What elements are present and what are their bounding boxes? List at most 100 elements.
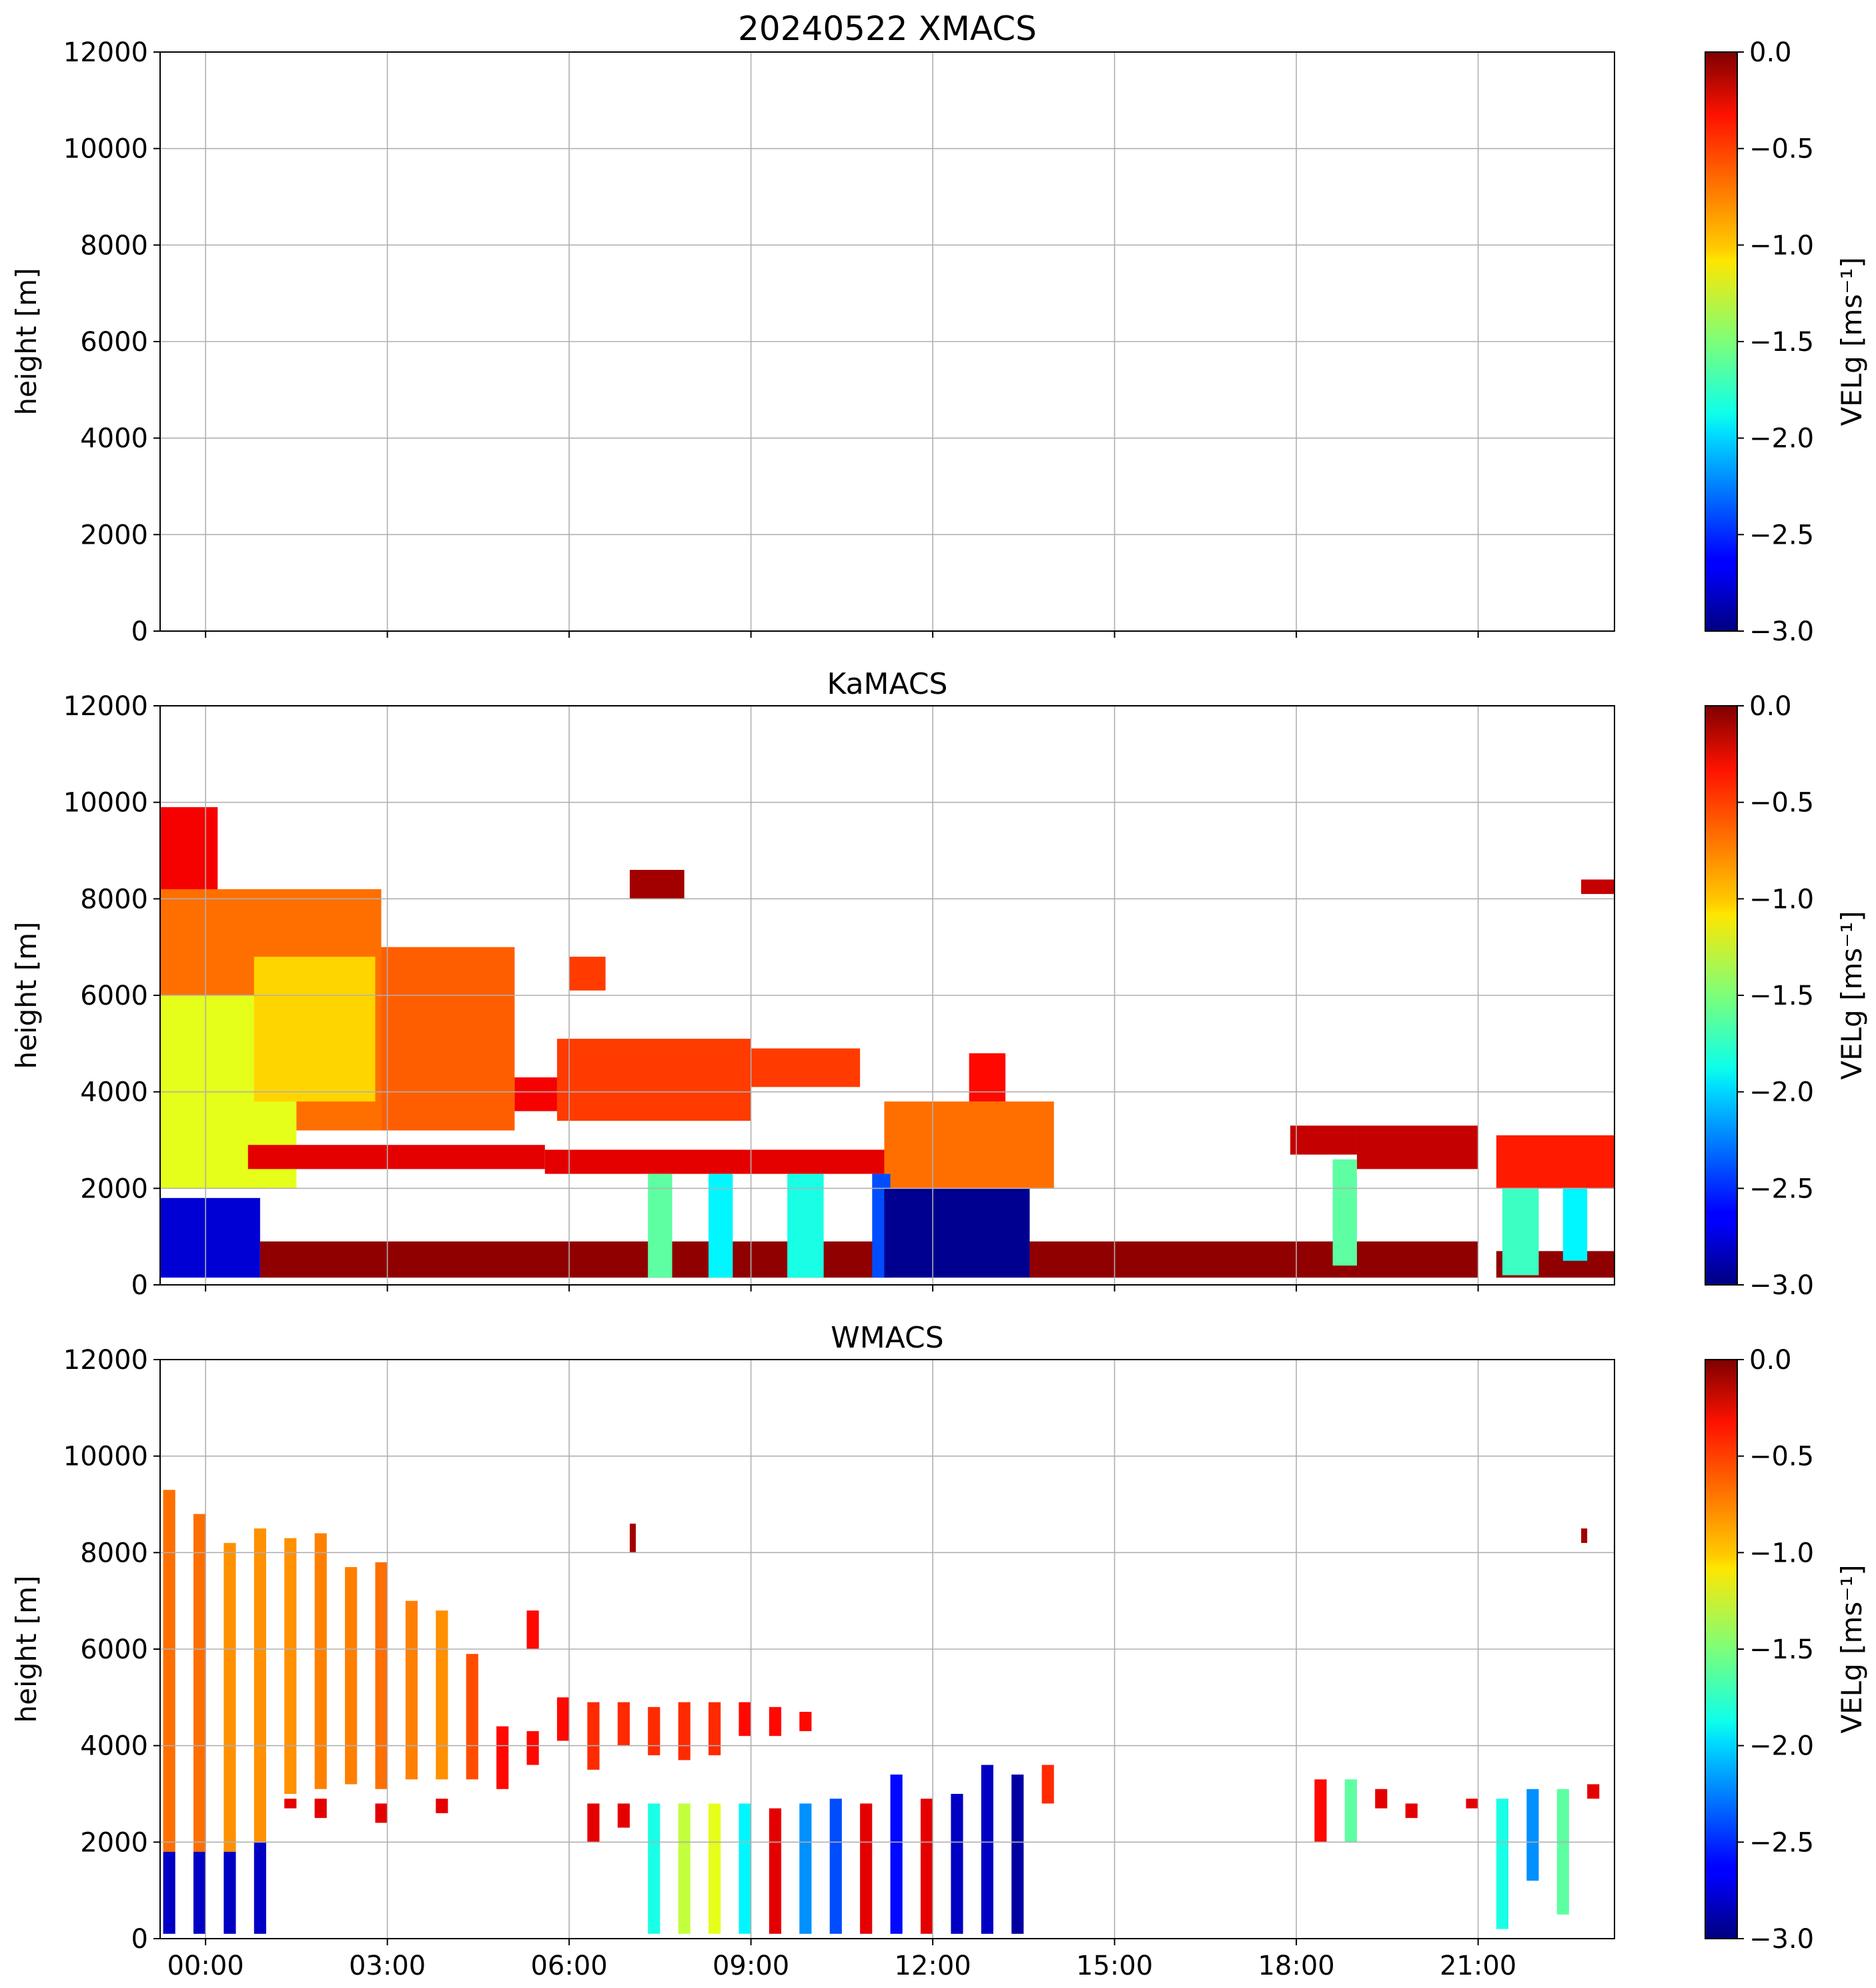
y-axis-label: height [m] <box>10 1576 43 1723</box>
data-cell <box>769 1706 782 1736</box>
y-tick-label: 6000 <box>80 327 148 358</box>
data-cell <box>436 1610 448 1780</box>
data-cell <box>466 1654 478 1780</box>
y-tick-label: 8000 <box>80 230 148 261</box>
y-tick-label: 0 <box>131 616 148 647</box>
colorbar: 0.0 −0.5 −1.0 −1.5 −2.0 −2.5 −3.0 VELg [ms⁻¹] <box>1705 691 1868 1301</box>
data-cell <box>629 869 684 899</box>
y-tick-label: 6000 <box>80 981 148 1011</box>
data-cell <box>260 1241 885 1278</box>
data-cell <box>890 1775 903 1934</box>
data-cell <box>514 1077 557 1111</box>
y-axis-label: height [m] <box>10 922 43 1069</box>
y-tick-label: 4000 <box>80 424 148 454</box>
y-tick-label: 10000 <box>63 134 148 165</box>
data-cell <box>556 1697 570 1741</box>
data-cell <box>1332 1159 1357 1266</box>
panel-wmacs: 0 2000 4000 6000 8000 10000 12000 00:00 03:00 06:… <box>10 1321 1868 1981</box>
data-cell <box>1502 1188 1539 1276</box>
colorbar-tick-label: −2.0 <box>1749 424 1814 454</box>
colorbar-gradient <box>1705 705 1738 1286</box>
colorbar-tick-label: −3.0 <box>1749 1924 1814 1955</box>
panel-kamacs: 0 2000 4000 6000 8000 10000 12000 height [m] KaM… <box>10 667 1868 1301</box>
y-tick-label: 6000 <box>80 1634 148 1665</box>
data-layer <box>160 807 1614 1278</box>
data-cell <box>193 1851 206 1934</box>
colorbar-tick-label: −1.5 <box>1749 1634 1814 1665</box>
x-tick-label: 18:00 <box>1258 1951 1334 1981</box>
y-tick-label: 12000 <box>63 1345 148 1376</box>
data-cell <box>739 1702 751 1736</box>
data-cell <box>496 1726 509 1789</box>
colorbar-tick-label: −2.0 <box>1749 1077 1814 1108</box>
colorbar-tick-label: −1.0 <box>1749 884 1814 915</box>
colorbar-tick-label: −0.5 <box>1749 788 1814 819</box>
data-cell <box>587 1803 600 1843</box>
data-cell <box>405 1600 418 1780</box>
data-cell <box>951 1794 963 1934</box>
data-cell <box>314 1799 327 1819</box>
colorbar-label: VELg [ms⁻¹] <box>1835 257 1868 426</box>
colorbar-tick-label: −2.5 <box>1749 1173 1814 1204</box>
colorbar-tick-label: 0.0 <box>1749 1345 1792 1376</box>
colorbar-tick-label: −3.0 <box>1749 1270 1814 1301</box>
y-tick-label: 2000 <box>80 1827 148 1858</box>
data-layer <box>163 1490 1600 1934</box>
data-cell <box>1356 1125 1478 1169</box>
data-cell <box>709 1803 721 1934</box>
colorbar-tick-label: −0.5 <box>1749 1442 1814 1472</box>
data-cell <box>345 1567 358 1785</box>
data-cell <box>375 1803 388 1823</box>
x-tick-label: 21:00 <box>1440 1951 1516 1981</box>
data-cell <box>254 957 376 1102</box>
data-cell <box>284 1799 297 1809</box>
panel-title: KaMACS <box>827 667 948 701</box>
colorbar-tick-label: −1.5 <box>1749 327 1814 358</box>
data-cell <box>1375 1789 1388 1809</box>
data-cell <box>981 1765 993 1934</box>
data-cell <box>1041 1765 1054 1804</box>
y-tick-label: 12000 <box>63 691 148 722</box>
data-cell <box>436 1799 448 1813</box>
colorbar-tick-label: 0.0 <box>1749 691 1792 722</box>
y-tick-label: 10000 <box>63 1442 148 1472</box>
data-cell <box>526 1610 539 1649</box>
data-cell <box>284 1538 297 1794</box>
data-cell <box>223 1542 236 1852</box>
data-cell <box>629 1523 636 1553</box>
x-tick-label: 00:00 <box>167 1951 244 1981</box>
data-cell <box>739 1803 751 1934</box>
y-axis-label: height [m] <box>10 268 43 416</box>
data-cell <box>1011 1775 1024 1934</box>
data-cell <box>375 1562 388 1789</box>
y-tick-label: 8000 <box>80 1538 148 1568</box>
x-tick-label: 15:00 <box>1076 1951 1153 1981</box>
data-cell <box>193 1514 206 1852</box>
x-tick-label: 06:00 <box>530 1951 607 1981</box>
data-cell <box>617 1702 630 1746</box>
data-cell <box>314 1533 327 1789</box>
data-cell <box>648 1803 660 1934</box>
colorbar-tick-label: −0.5 <box>1749 134 1814 165</box>
colorbar-tick-label: −2.5 <box>1749 1827 1814 1858</box>
data-cell <box>254 1842 266 1934</box>
data-cell <box>799 1803 812 1934</box>
data-cell <box>254 1528 266 1843</box>
y-tick-label: 4000 <box>80 1077 148 1108</box>
data-cell <box>860 1803 873 1934</box>
data-cell <box>709 1173 733 1278</box>
y-tick-label: 4000 <box>80 1731 148 1762</box>
colorbar: 0.0 −0.5 −1.0 −1.5 −2.0 −2.5 −3.0 VELg [ms⁻¹] <box>1705 37 1868 647</box>
data-cell <box>569 957 606 991</box>
data-cell <box>544 1149 909 1174</box>
x-tick-label: 09:00 <box>713 1951 789 1981</box>
data-cell <box>163 1851 175 1934</box>
y-tick-label: 2000 <box>80 520 148 550</box>
colorbar: 0.0 −0.5 −1.0 −1.5 −2.0 −2.5 −3.0 VELg [ms⁻¹] <box>1705 1345 1868 1955</box>
colorbar-gradient <box>1705 51 1738 632</box>
data-cell <box>223 1851 236 1934</box>
data-cell <box>769 1808 782 1934</box>
colorbar-gradient <box>1705 1359 1738 1939</box>
data-cell <box>1581 879 1614 895</box>
colorbar-tick-label: −1.5 <box>1749 981 1814 1011</box>
